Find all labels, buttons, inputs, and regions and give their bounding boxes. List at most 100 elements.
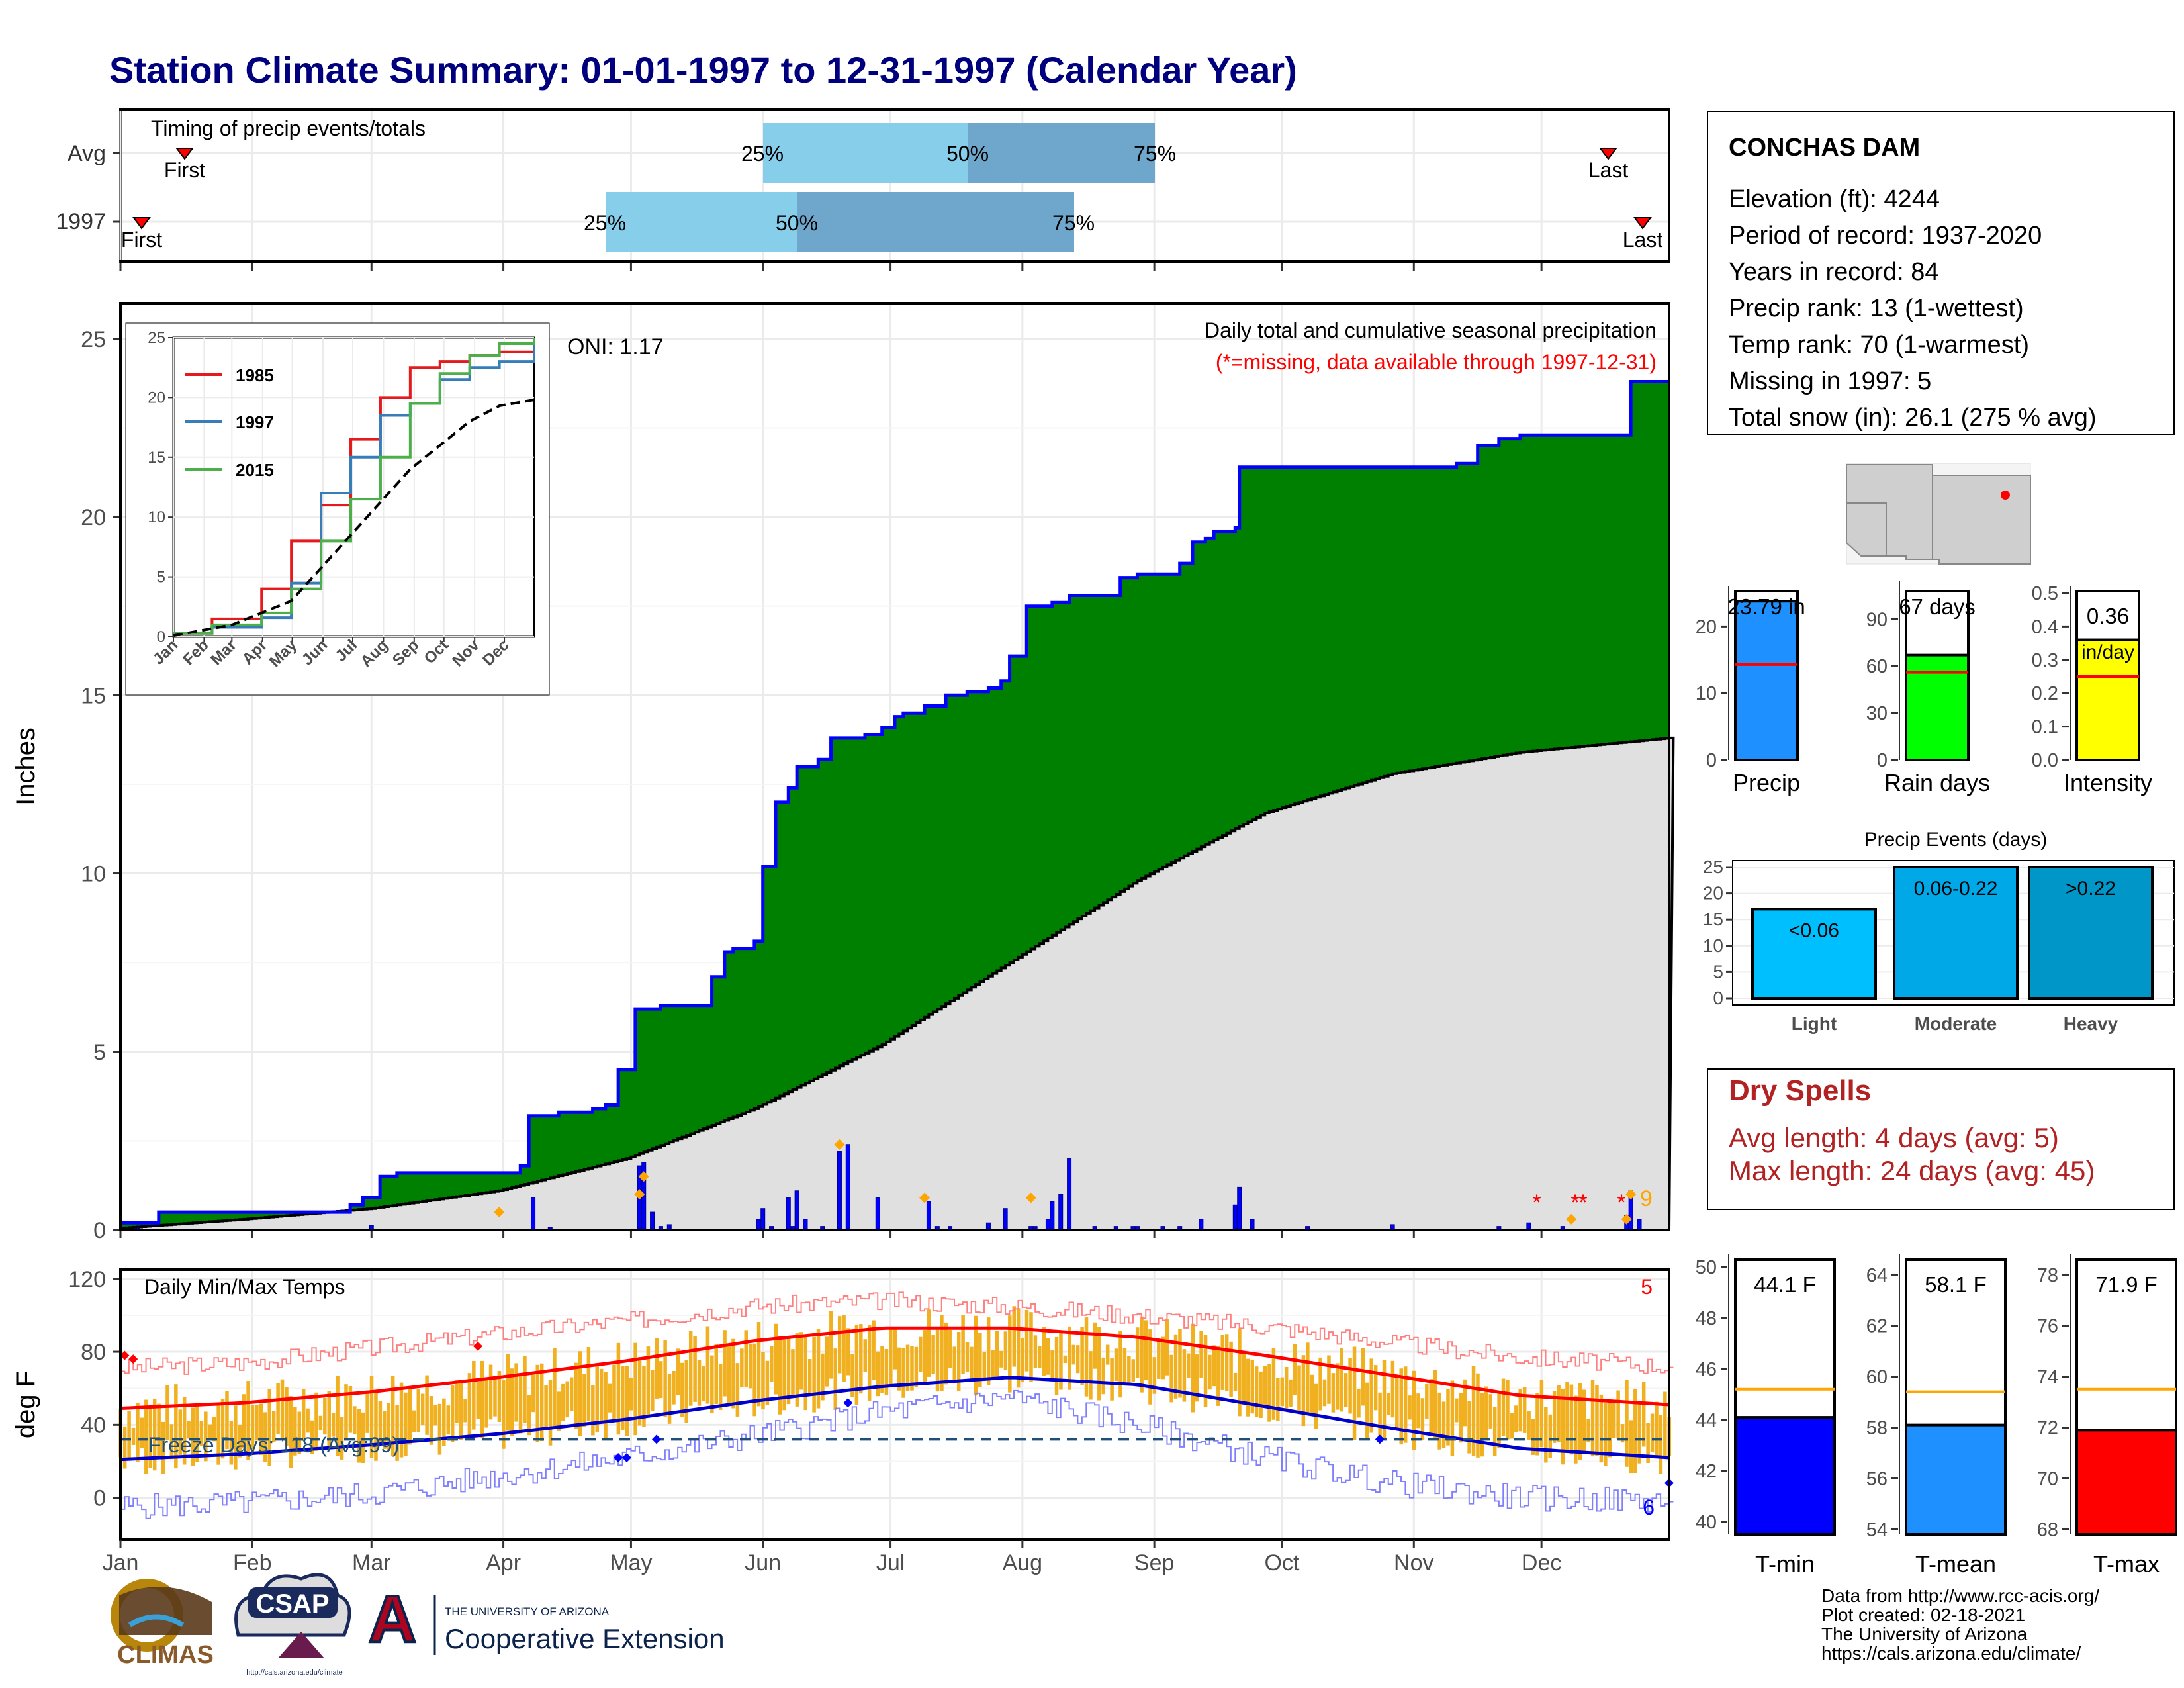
daily-temp-bar	[289, 1396, 293, 1468]
daily-temp-bar	[255, 1404, 259, 1441]
daily-precip-bar	[1232, 1204, 1238, 1231]
inset-series-line	[173, 399, 535, 637]
daily-temp-bar	[1306, 1342, 1310, 1413]
daily-temp-bar	[557, 1391, 561, 1431]
daily-temp-bar	[702, 1366, 705, 1401]
daily-temp-bar	[574, 1362, 578, 1429]
small-bar-tick: 0.5	[2032, 583, 2058, 604]
daily-temp-bar	[1501, 1378, 1506, 1436]
station-location-marker	[2001, 491, 2010, 500]
daily-precip-bar	[1237, 1186, 1242, 1231]
bar-unit-label: in/day	[2081, 641, 2134, 663]
station-line: Years in record: 84	[1729, 258, 1939, 286]
daily-temp-bar	[927, 1309, 931, 1377]
daily-temp-bar	[752, 1343, 756, 1417]
events-xlabel: Light	[1792, 1013, 1837, 1034]
daily-temp-bar	[1208, 1354, 1212, 1390]
daily-temp-bar	[1182, 1349, 1187, 1402]
daily-temp-bar	[970, 1346, 974, 1382]
daily-temp-bar	[1522, 1387, 1527, 1433]
station-name: CONCHAS DAM	[1729, 134, 1920, 162]
daily-precip-bar	[756, 1219, 761, 1231]
timing-avg-p25-p50	[763, 123, 968, 183]
daily-temp-bar	[1084, 1317, 1089, 1397]
daily-temp-bar	[710, 1355, 714, 1413]
daily-temp-bar	[502, 1380, 506, 1449]
month-label: May	[610, 1550, 652, 1575]
precip-note: Daily total and cumulative seasonal prec…	[1205, 318, 1657, 342]
timing-avg-50: 50%	[946, 142, 989, 165]
csap-logo-text: CSAP	[255, 1589, 329, 1618]
temp-bar-tick: 72	[2037, 1417, 2058, 1438]
daily-temp-bar	[187, 1421, 191, 1439]
timing-1997-p25-p50	[606, 192, 797, 252]
temp-bar-tick: 56	[1866, 1468, 1888, 1489]
daily-temp-bar	[1399, 1368, 1403, 1445]
daily-temp-bar	[1441, 1401, 1446, 1448]
daily-temp-bar	[604, 1372, 608, 1439]
station-line: Missing in 1997: 5	[1729, 367, 1931, 395]
small-bar-tick: 0.0	[2032, 750, 2058, 771]
daily-temp-bar	[353, 1406, 357, 1434]
daily-temp-bar	[1003, 1331, 1008, 1371]
inset-ytick-label: 15	[148, 449, 165, 467]
record-temp-marker	[843, 1398, 853, 1408]
daily-temp-bar	[1029, 1312, 1033, 1382]
timing-1997-label: 1997	[56, 209, 106, 234]
daily-temp-bar	[986, 1317, 991, 1385]
month-label: Oct	[1265, 1550, 1300, 1575]
daily-temp-bar	[940, 1315, 944, 1391]
daily-temp-bar	[807, 1358, 812, 1395]
daily-temp-bar	[361, 1412, 365, 1463]
temp-bar-tick: 74	[2037, 1367, 2058, 1388]
events-ytick-label: 20	[1703, 883, 1723, 904]
precip-total-bar: 0 10 20 23.79 in Precip	[1696, 586, 1805, 796]
daily-temp-bar	[420, 1393, 425, 1425]
timing-avg-25: 25%	[741, 142, 784, 165]
daily-temp-bar	[1646, 1423, 1650, 1464]
daily-temp-bar	[565, 1381, 569, 1418]
daily-temp-bar	[914, 1346, 919, 1387]
daily-temp-bar	[1357, 1389, 1361, 1418]
precip-ytick-label: 5	[93, 1040, 106, 1065]
daily-temp-bar	[136, 1403, 140, 1462]
daily-temp-bar	[212, 1416, 216, 1442]
daily-temp-bar	[1604, 1403, 1608, 1466]
daily-temp-bar	[1024, 1309, 1029, 1372]
daily-temp-bar	[1008, 1315, 1012, 1393]
events-bar-label: <0.06	[1789, 919, 1839, 941]
value-bar	[1905, 1423, 2007, 1536]
daily-temp-bar	[348, 1385, 353, 1433]
daily-temp-bar	[1063, 1355, 1068, 1364]
temp-bar-tick: 76	[2037, 1316, 2058, 1337]
daily-temp-bar	[178, 1409, 182, 1455]
temp-bar-tick: 44	[1696, 1410, 1717, 1431]
daily-temp-bar	[1068, 1326, 1071, 1390]
daily-temp-bar	[718, 1364, 723, 1410]
daily-temp-bar	[293, 1407, 297, 1456]
daily-temp-bar	[629, 1378, 633, 1411]
daily-temp-bar	[837, 1316, 842, 1374]
daily-temp-bar	[1655, 1401, 1659, 1458]
daily-temp-bar	[267, 1389, 271, 1466]
station-line: Period of record: 1937-2020	[1729, 222, 2042, 250]
daily-temp-bar	[744, 1330, 748, 1387]
events-bar-heavy	[2028, 866, 2154, 1000]
daily-temp-bar	[799, 1332, 803, 1390]
daily-temp-bar	[148, 1407, 152, 1468]
daily-temp-bar	[310, 1420, 314, 1454]
daily-temp-bar	[463, 1399, 467, 1423]
daily-temp-bar	[1484, 1386, 1488, 1438]
inset-series-line	[173, 338, 535, 635]
precip-panel: 0 5 10 15 20 25 Inches Daily total and cumula…	[11, 302, 1675, 1243]
daily-temp-bar	[1620, 1424, 1625, 1443]
csap-logo: CSAP http://cals.arizona.edu/climate	[234, 1573, 351, 1677]
daily-temp-bar	[195, 1403, 199, 1462]
snow-marker	[919, 1192, 930, 1203]
daily-temp-bar	[867, 1325, 872, 1401]
daily-precip-bar	[803, 1219, 808, 1231]
timing-avg-last: Last	[1588, 158, 1629, 182]
daily-temp-bar	[1416, 1393, 1420, 1429]
temp-ytick-label: 40	[81, 1413, 106, 1438]
daily-temp-bar	[399, 1382, 404, 1458]
